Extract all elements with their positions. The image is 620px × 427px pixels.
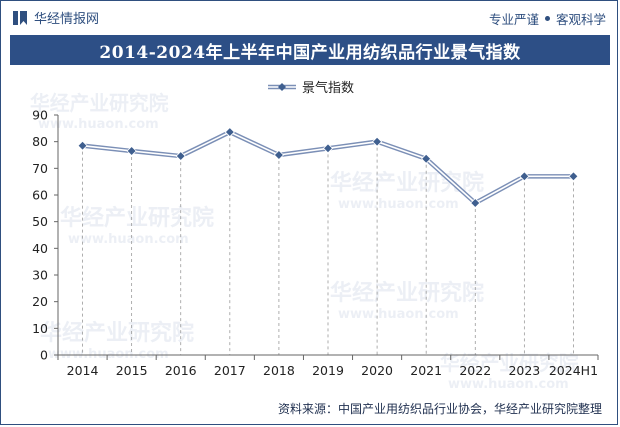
watermark-text: 华经产业研究院: [30, 92, 169, 115]
data-point: [421, 153, 432, 164]
watermark-text: 华经产业研究院: [60, 205, 214, 231]
source-note: 资料来源：中国产业用纺织品行业协会，华经产业研究院整理: [277, 402, 602, 416]
data-point: [175, 151, 186, 162]
x-tick-label: 2024H1: [549, 363, 598, 378]
x-tick-label: 2020: [361, 363, 393, 378]
y-tick-label: 30: [32, 268, 48, 283]
brand[interactable]: 华经情报网: [12, 8, 99, 27]
data-point: [372, 136, 383, 147]
y-tick-label: 70: [32, 161, 48, 176]
x-tick-label: 2018: [263, 363, 295, 378]
y-tick-label: 80: [32, 134, 48, 149]
axes: 0 10 20 30 40 50 60 70 80 90 2014 2015 2016 2017 2018 2…: [32, 108, 599, 378]
series-layer: [77, 127, 579, 209]
data-point: [519, 171, 530, 182]
watermark-text: 华经产业研究院: [40, 320, 194, 346]
x-tick-label: 2017: [214, 363, 246, 378]
bookmark-icon: [13, 10, 27, 25]
y-tick-label: 90: [32, 108, 48, 123]
brand-name: 华经情报网: [34, 12, 100, 27]
y-tick-label: 60: [32, 188, 48, 203]
y-tick-label: 20: [32, 294, 48, 309]
y-tick-label: 50: [32, 214, 48, 229]
y-tick-label: 10: [32, 321, 48, 336]
x-tick-label: 2021: [410, 363, 442, 378]
x-tick-label: 2016: [165, 363, 197, 378]
watermark-url: www.huaon.com: [448, 377, 569, 392]
data-point: [224, 127, 235, 138]
chart-title-bar: 2014-2024年上半年中国产业用纺织品行业景气指数: [10, 35, 610, 65]
watermark-text: 华经产业研究院: [440, 352, 579, 375]
brand-tagline: 专业严谨 客观科学: [489, 9, 606, 28]
data-point: [568, 171, 579, 182]
x-tick-label: 2022: [459, 363, 491, 378]
chart-title: 2014-2024年上半年中国产业用纺织品行业景气指数: [99, 42, 521, 63]
data-point: [322, 143, 334, 154]
watermark-text: 华经产业研究院: [330, 170, 484, 196]
x-tick-label: 2019: [312, 363, 344, 378]
y-tick-label: 0: [40, 348, 48, 363]
watermark-url: www.huaon.com: [68, 232, 189, 247]
x-tick-label: 2023: [508, 363, 540, 378]
tagline-right: 客观科学: [555, 12, 606, 27]
separator-dot: [544, 16, 550, 21]
watermark-url: www.huaon.com: [338, 197, 459, 212]
top-bar: 华经情报网 专业严谨 客观科学: [0, 0, 620, 34]
tagline-left: 专业严谨: [488, 12, 539, 27]
data-point: [470, 197, 481, 209]
watermark-url: www.huaon.com: [338, 307, 459, 322]
watermark-text: 华经产业研究院: [330, 280, 484, 306]
legend-swatch-marker: [278, 83, 286, 91]
legend: 景气指数: [268, 80, 354, 96]
y-tick-label: 40: [32, 241, 48, 256]
watermark-layer: 华经产业研究院www.huaon.com华经产业研究院www.huaon.com…: [30, 92, 579, 392]
data-point: [77, 140, 88, 151]
legend-label: 景气指数: [302, 80, 354, 96]
watermark-url: www.huaon.com: [38, 117, 159, 132]
data-point: [273, 149, 284, 161]
x-tick-label: 2015: [116, 363, 148, 378]
gridlines: [82, 132, 574, 355]
data-point: [126, 145, 137, 157]
x-tick-label: 2014: [67, 363, 99, 378]
